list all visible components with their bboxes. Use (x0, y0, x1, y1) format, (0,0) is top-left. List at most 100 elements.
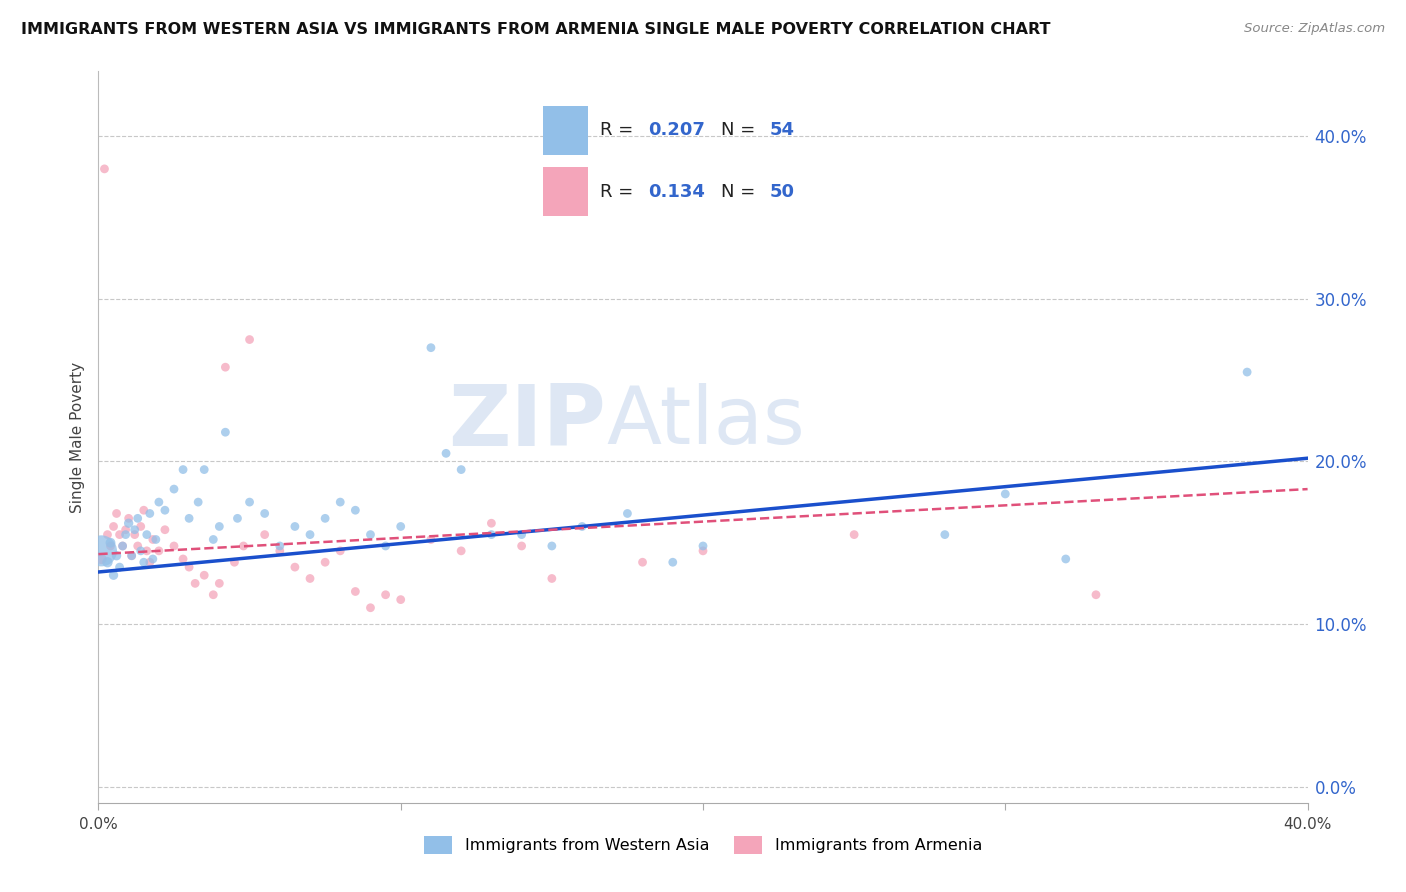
Point (692, 539, 714, 553)
Point (269, 539, 291, 553)
Point (344, 584, 367, 599)
Point (202, 588, 225, 602)
Point (111, 539, 134, 553)
Point (481, 527, 503, 541)
Point (129, 519, 152, 533)
Point (239, 333, 262, 347)
Point (172, 462, 194, 476)
Point (135, 527, 157, 541)
Text: ZIP: ZIP (449, 381, 606, 464)
Point (253, 527, 276, 541)
Point (127, 539, 149, 553)
Point (450, 462, 472, 476)
Point (132, 503, 155, 517)
Point (1085, 588, 1108, 602)
Point (284, 519, 307, 533)
Point (153, 523, 176, 537)
Point (994, 487, 1017, 501)
Point (124, 527, 146, 541)
Point (420, 341, 443, 355)
Text: Atlas: Atlas (606, 384, 806, 461)
Point (103, 519, 125, 533)
Point (239, 495, 262, 509)
Point (93, 161, 115, 176)
Point (299, 527, 322, 541)
Point (571, 519, 593, 533)
Point (226, 511, 249, 525)
Point (187, 495, 209, 509)
Point (374, 539, 396, 553)
Point (127, 511, 149, 525)
Point (208, 576, 231, 591)
Point (139, 507, 162, 521)
Point (148, 495, 170, 509)
Point (111, 539, 134, 553)
Point (510, 539, 533, 553)
Point (844, 527, 866, 541)
Point (145, 533, 167, 547)
Point (214, 425, 236, 440)
Point (142, 533, 165, 547)
Point (631, 555, 654, 569)
Point (153, 503, 176, 517)
Point (540, 572, 562, 586)
Text: IMMIGRANTS FROM WESTERN ASIA VS IMMIGRANTS FROM ARMENIA SINGLE MALE POVERTY CORR: IMMIGRANTS FROM WESTERN ASIA VS IMMIGRAN… (21, 22, 1050, 37)
Point (224, 555, 246, 569)
Point (96, 555, 118, 569)
Text: Source: ZipAtlas.com: Source: ZipAtlas.com (1244, 22, 1385, 36)
Point (1054, 552, 1077, 566)
Point (121, 549, 143, 563)
Point (105, 507, 128, 521)
Y-axis label: Single Male Poverty: Single Male Poverty (69, 361, 84, 513)
Point (481, 516, 503, 531)
Point (139, 555, 162, 569)
Point (118, 516, 141, 531)
Point (616, 507, 638, 521)
Point (661, 555, 683, 569)
Point (374, 588, 396, 602)
Point (314, 555, 336, 569)
Point (105, 549, 128, 563)
Point (360, 527, 382, 541)
Point (96, 527, 118, 541)
Point (163, 539, 186, 553)
Point (1236, 365, 1258, 379)
Point (114, 523, 136, 537)
Point (193, 568, 215, 582)
Legend: Immigrants from Western Asia, Immigrants from Armenia: Immigrants from Western Asia, Immigrants… (418, 830, 988, 861)
Point (510, 527, 533, 541)
Point (108, 560, 131, 574)
Point (344, 503, 367, 517)
Point (179, 511, 201, 525)
Point (193, 462, 215, 476)
Point (114, 527, 136, 541)
Point (692, 544, 714, 558)
Point (434, 446, 457, 460)
Point (299, 572, 322, 586)
Point (90, 552, 112, 566)
Point (179, 560, 201, 574)
Point (269, 544, 291, 558)
Point (124, 523, 146, 537)
Point (284, 560, 307, 574)
Point (135, 544, 157, 558)
Point (214, 360, 236, 375)
Point (314, 511, 336, 525)
Point (129, 544, 152, 558)
Point (420, 533, 443, 547)
Point (184, 576, 207, 591)
Point (121, 549, 143, 563)
Point (329, 544, 352, 558)
Point (329, 495, 352, 509)
Point (389, 519, 412, 533)
Point (450, 544, 472, 558)
Point (118, 511, 141, 525)
Point (253, 507, 276, 521)
Point (202, 533, 225, 547)
Point (934, 527, 956, 541)
Point (108, 527, 131, 541)
Point (163, 482, 186, 496)
Point (208, 519, 231, 533)
Point (148, 544, 170, 558)
Point (132, 555, 155, 569)
